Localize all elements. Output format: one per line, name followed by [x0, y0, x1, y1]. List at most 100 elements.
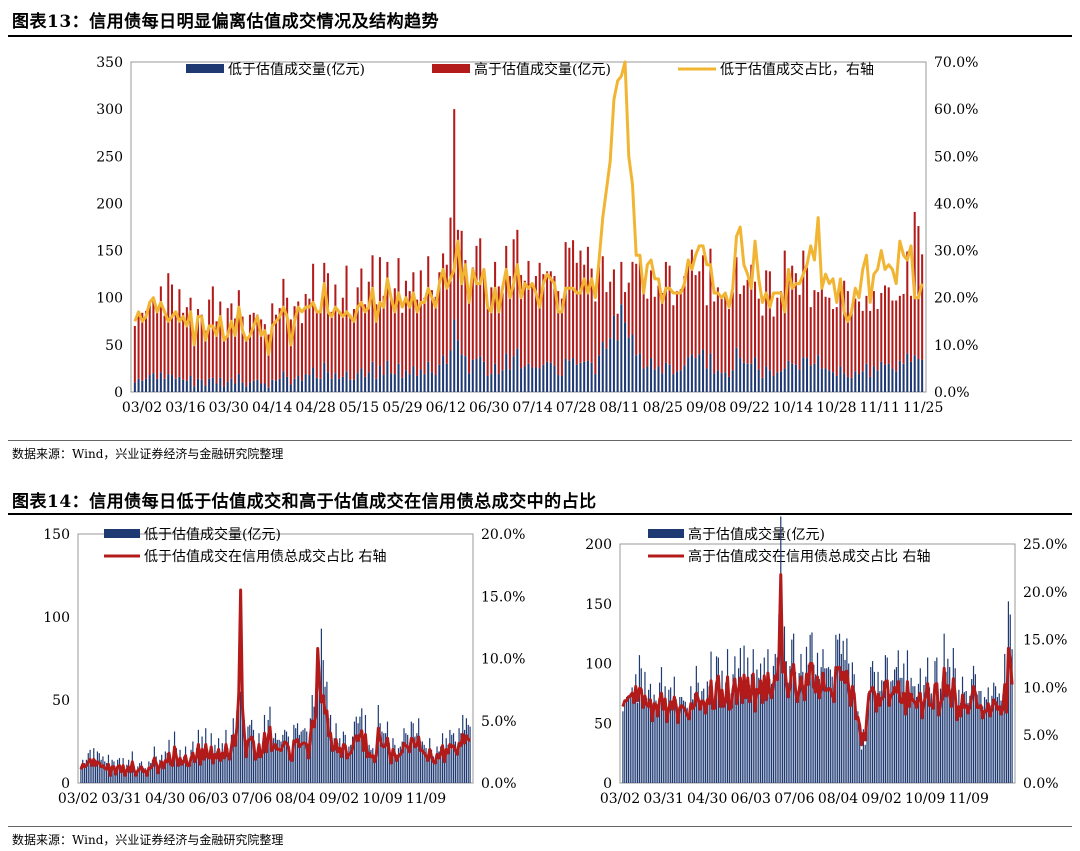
bar-high-volume	[620, 261, 623, 305]
bar-low-volume	[295, 728, 297, 783]
bar-high-volume	[690, 249, 693, 355]
bar-high-volume	[914, 686, 916, 783]
bar-high-volume	[934, 661, 936, 783]
bar-low-volume	[135, 773, 137, 783]
bar-high-volume	[356, 287, 359, 374]
bar-low-volume	[357, 723, 359, 783]
bar-low-volume	[876, 370, 879, 392]
x-tick-label: 06/30	[469, 400, 509, 416]
bar-high-volume	[657, 713, 659, 783]
x-tick-label: 06/03	[731, 791, 771, 807]
bar-high-volume	[778, 614, 780, 783]
bar-high-volume	[742, 285, 745, 363]
bar-low-volume	[352, 736, 354, 783]
bar-high-volume	[670, 687, 672, 783]
y2-tick-label: 10.0%	[481, 652, 525, 668]
bar-low-volume	[166, 753, 168, 783]
bar-high-volume	[947, 658, 949, 783]
x-tick-label: 11/09	[949, 791, 989, 807]
bar-low-volume	[247, 726, 249, 783]
bar-high-volume	[412, 272, 415, 367]
bar-high-volume	[686, 707, 688, 783]
bar-high-volume	[895, 667, 898, 783]
bar-low-volume	[251, 719, 253, 783]
bar-low-volume	[761, 377, 764, 392]
x-tick-label: 11/11	[860, 400, 900, 416]
x-tick-label: 04/30	[687, 791, 727, 807]
bar-high-volume	[759, 663, 762, 783]
bar-low-volume	[731, 370, 734, 392]
bar-high-volume	[714, 699, 716, 783]
x-tick-label: 09/02	[319, 791, 359, 807]
bar-high-volume	[820, 667, 822, 783]
bar-high-volume	[974, 674, 976, 783]
bar-high-volume	[609, 281, 612, 339]
chart-figure14-right: 0 50 100 150 200 0.0% 5.0% 10.0% 15.0% 20.0% 25.0%…	[585, 516, 1067, 807]
bar-low-volume	[323, 362, 326, 392]
bar-high-volume	[638, 655, 641, 783]
bar-high-volume	[442, 253, 445, 356]
bar-high-volume	[512, 239, 515, 357]
bar-low-volume	[128, 759, 130, 783]
bar-low-volume	[783, 368, 786, 392]
bar-high-volume	[649, 683, 652, 783]
bar-high-volume	[688, 716, 690, 783]
bar-high-volume	[772, 316, 775, 376]
bar-low-volume	[276, 739, 278, 783]
bar-high-volume	[520, 275, 523, 369]
chart-figure13: 0 50 100 150 200 250 300 350 0.0% 10.0% 20.0% 30.0%…	[96, 55, 978, 416]
bar-high-volume	[668, 265, 671, 365]
bar-high-volume	[805, 646, 808, 783]
bar-high-volume	[234, 318, 237, 384]
bar-low-volume	[330, 378, 333, 392]
figure14-source: 数据来源：Wind，兴业证券经济与金融研究院整理	[12, 833, 284, 847]
bar-low-volume	[199, 759, 201, 783]
bar-low-volume	[616, 340, 619, 392]
bar-high-volume	[684, 701, 686, 783]
bar-high-volume	[438, 272, 441, 365]
bar-low-volume	[434, 375, 437, 392]
bar-low-volume	[612, 315, 615, 392]
bar-low-volume	[311, 695, 313, 783]
bar-low-volume	[501, 370, 504, 392]
bar-low-volume	[225, 729, 227, 783]
bar-high-volume	[789, 665, 791, 783]
bar-high-volume	[404, 280, 407, 371]
bar-low-volume	[709, 353, 712, 392]
bar-low-volume	[267, 387, 270, 392]
y-tick-label: 200	[585, 537, 612, 553]
y-tick-label: 300	[96, 102, 123, 118]
bar-low-volume	[206, 749, 209, 783]
bar-high-volume	[642, 280, 645, 369]
bar-high-volume	[683, 276, 686, 366]
bar-low-volume	[93, 748, 95, 783]
bar-high-volume	[723, 698, 725, 783]
bar-high-volume	[468, 293, 471, 374]
bar-low-volume	[523, 366, 526, 392]
bar-high-volume	[954, 668, 956, 783]
bar-high-volume	[256, 314, 259, 380]
bar-low-volume	[414, 736, 416, 783]
bar-low-volume	[237, 374, 240, 392]
bar-high-volume	[890, 681, 892, 784]
bar-high-volume	[572, 240, 575, 359]
bar-high-volume	[796, 693, 798, 784]
bar-high-volume	[842, 640, 844, 783]
y-tick-label: 50	[105, 338, 123, 354]
bar-low-volume	[698, 354, 701, 392]
bar-high-volume	[182, 312, 185, 380]
bar-high-volume	[909, 295, 913, 362]
bar-high-volume	[378, 257, 381, 366]
x-tick-label: 08/04	[818, 791, 858, 807]
bar-low-volume	[350, 744, 352, 783]
bar-high-volume	[839, 284, 842, 367]
bar-high-volume	[304, 293, 307, 375]
bar-low-volume	[142, 768, 144, 783]
bar-high-volume	[635, 263, 638, 356]
bar-high-volume	[833, 685, 835, 783]
legend-swatch-low-volume	[186, 64, 224, 73]
bar-low-volume	[254, 754, 256, 783]
bar-low-volume	[156, 378, 159, 392]
y2-tick-label: 5.0%	[481, 714, 517, 730]
bar-low-volume	[352, 379, 355, 392]
